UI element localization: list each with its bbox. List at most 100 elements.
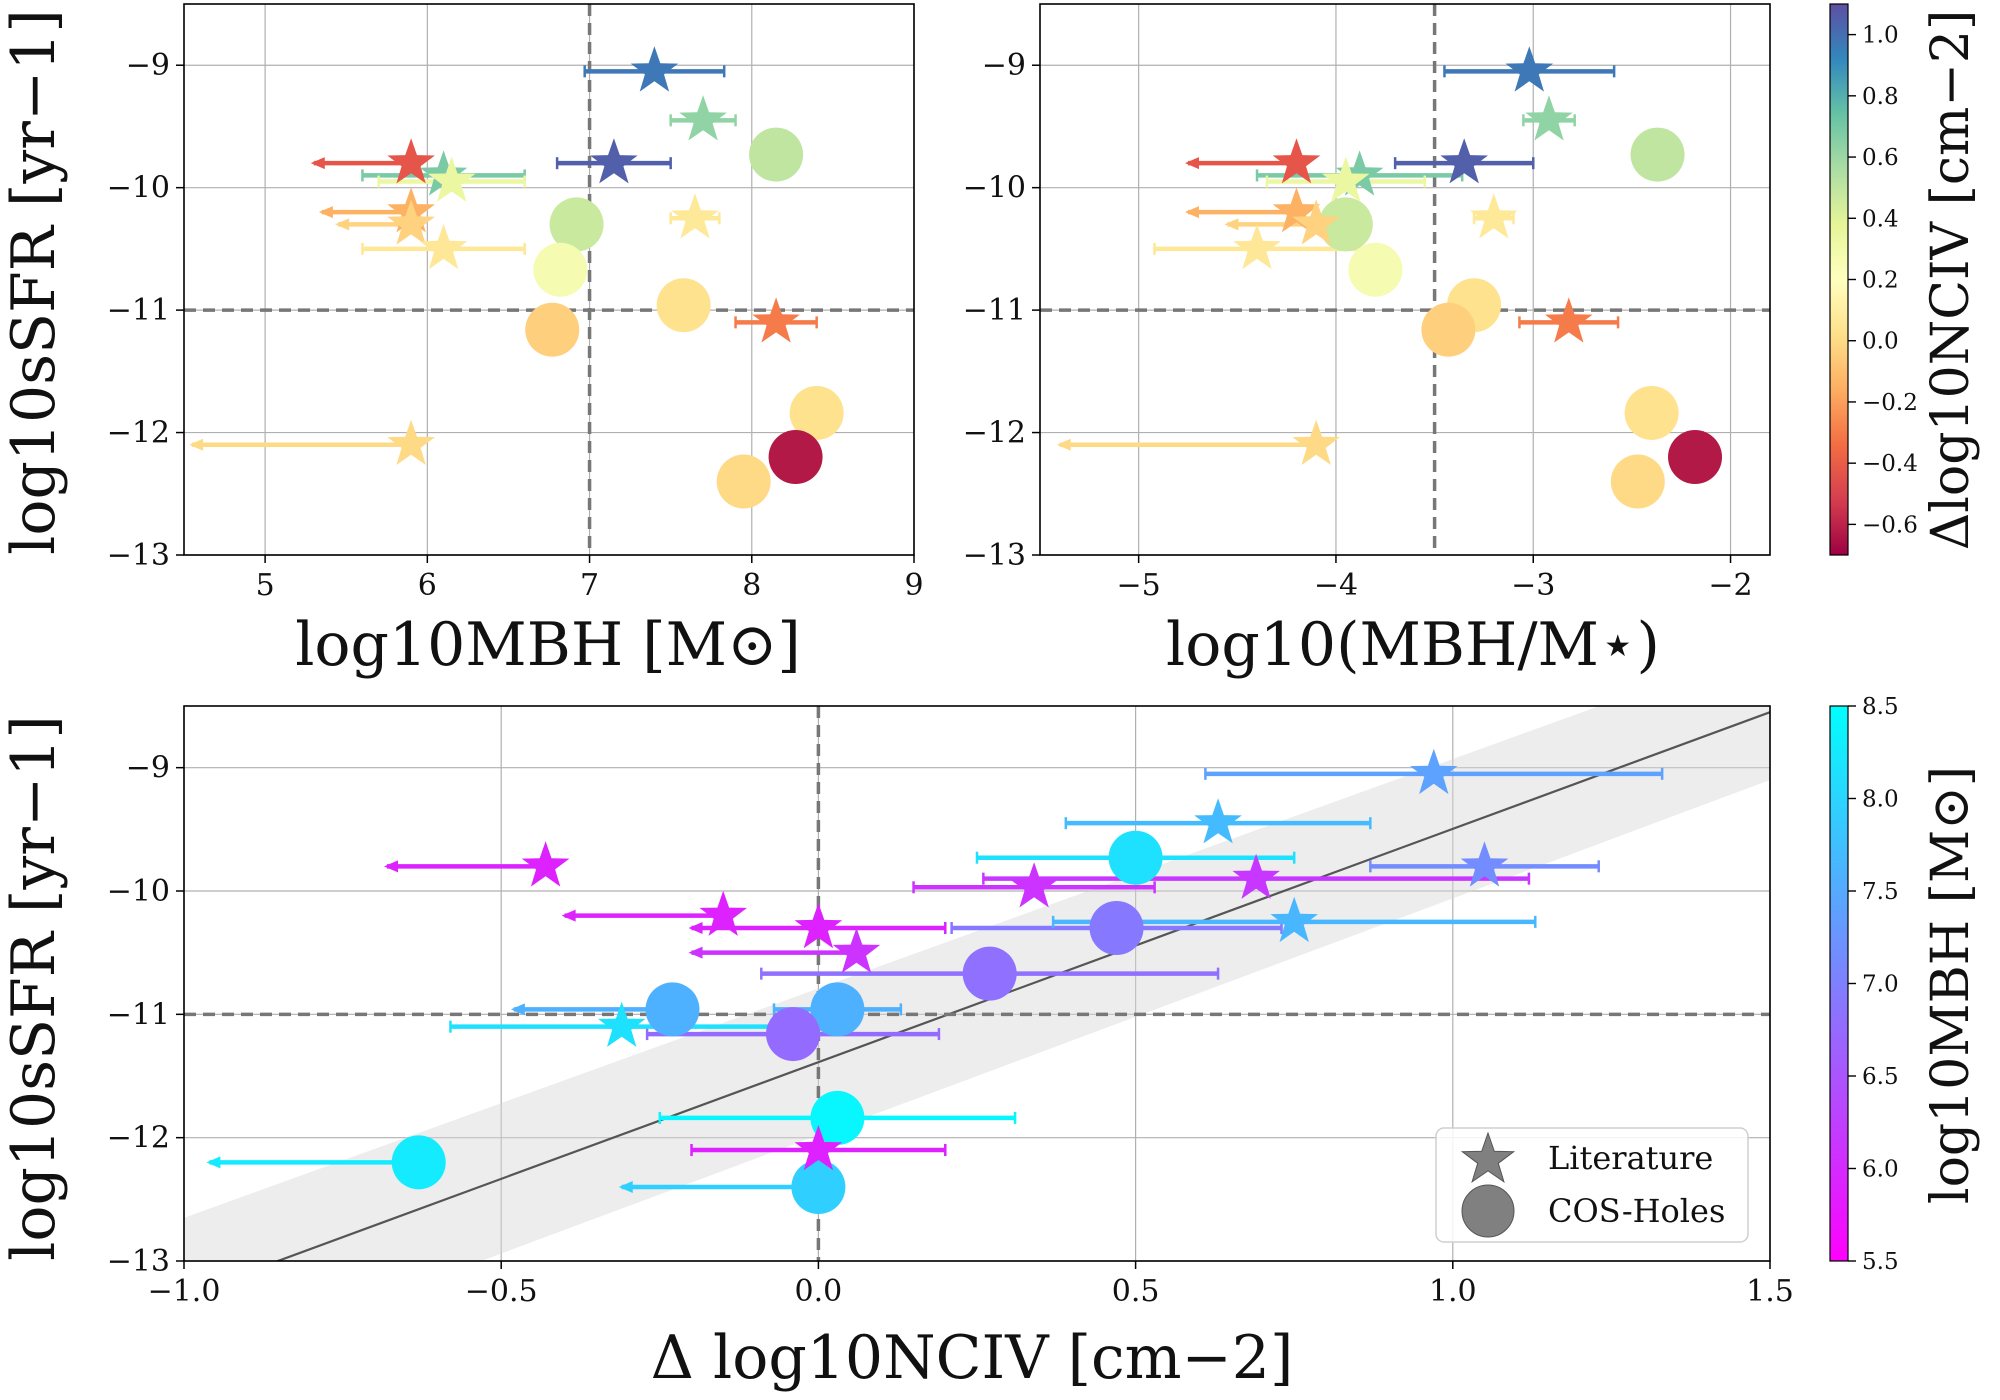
x-tick-label: −4 (1314, 568, 1358, 603)
panel-top-left: 5 6 7 8 9 −13 −12 −11 −10 −9 (107, 3, 924, 603)
data-point-star (1505, 46, 1554, 92)
data-point-star (794, 903, 843, 949)
data-point-star (1272, 187, 1321, 233)
data-point-circle (533, 242, 588, 297)
y-tick-label: −9 (126, 751, 170, 786)
legend: Literature COS-Holes (1435, 1127, 1749, 1243)
data-point-star (1440, 138, 1488, 184)
x-tick-label: 8 (742, 568, 761, 603)
data-point-circle (645, 982, 700, 1037)
colorbar-top-label: Δlog10NCIV [cm−2] (1921, 10, 1981, 551)
data-point-circle (1421, 302, 1476, 357)
data-point-circle (1348, 242, 1403, 297)
colorbar-tick-label: 0.8 (1862, 84, 1899, 110)
data-point-circle (1610, 454, 1665, 509)
data-point-star (387, 419, 435, 465)
data-point-circle (768, 430, 823, 485)
star-error-bar (1184, 157, 1297, 170)
x-tick-label: 0.5 (1112, 1274, 1160, 1309)
colorbar-tick-label: 0.6 (1862, 145, 1899, 171)
legend-label-literature: Literature (1548, 1139, 1713, 1177)
colorbar-tick-label: 7.0 (1862, 972, 1899, 998)
x-tick-label: −5 (1117, 568, 1161, 603)
data-point-star (1272, 138, 1321, 184)
data-point-star (387, 199, 435, 245)
data-point-star (419, 223, 468, 270)
data-point-star (1010, 862, 1058, 908)
star-error-bar (1056, 438, 1317, 451)
y-tick-label: −11 (963, 293, 1026, 328)
star-error-bar (318, 206, 412, 219)
fit-band (184, 706, 1770, 1261)
panel-bottom: −1.0 −0.5 0.0 0.5 1.0 1.5 −13 −12 −11 −10 −9 (107, 705, 1794, 1309)
x-tick-label: 7 (580, 568, 599, 603)
data-point-star (1460, 841, 1509, 887)
colorbar-tick-label: 0.0 (1862, 329, 1899, 355)
data-point-circle (810, 1090, 865, 1145)
y-axis-label-top-left: log10sSFR [yr−1] (0, 9, 69, 555)
star-error-bar (310, 157, 412, 170)
data-point-circle (716, 454, 771, 509)
y-axis-label-bottom: log10sSFR [yr−1] (0, 715, 69, 1261)
data-point-star (1410, 748, 1458, 795)
x-axis-label-top-left: log10MBH [M⊙] (295, 610, 801, 680)
data-point-star (699, 890, 747, 936)
data-point-star (1525, 95, 1573, 141)
data-point-star (1292, 419, 1340, 465)
colorbar-bottom-label: log10MBH [M⊙] (1921, 766, 1981, 1204)
colorbar-tick-label: 0.2 (1862, 268, 1899, 294)
axes-frame (1039, 3, 1771, 556)
plot-area (184, 4, 914, 555)
ticks: −1.0 −0.5 0.0 0.5 1.0 1.5 −13 −12 −11 −10 −9 (107, 751, 1794, 1309)
y-tick-label: −13 (963, 538, 1026, 573)
colorbar-tick-label: 5.5 (1862, 1249, 1899, 1275)
data-point-star (590, 138, 638, 184)
colorbar-top-ticks: 1.0 0.8 0.6 0.4 0.2 0.0 −0.2 −0.4 −0.6 (1848, 23, 1918, 538)
data-point-star (1233, 223, 1281, 270)
x-axis-label-bottom: Δ log10NCIV [cm−2] (651, 1323, 1294, 1393)
plot-area (1040, 4, 1770, 555)
data-point-star (1270, 896, 1318, 943)
colorbar-tick-label: −0.4 (1862, 451, 1918, 477)
data-point-star (521, 841, 570, 887)
axes-frame (183, 3, 915, 556)
y-tick-label: −12 (107, 416, 170, 451)
legend-circle-marker (1461, 1184, 1515, 1238)
data-point-circle (810, 982, 865, 1037)
x-tick-label: −1.0 (148, 1274, 221, 1309)
data-point-circle (1630, 127, 1685, 182)
star-error-bar (1184, 206, 1297, 219)
data-point-circle (1089, 901, 1144, 955)
data-point-circle (1624, 385, 1679, 440)
x-tick-label: −2 (1708, 568, 1752, 603)
fit-line (274, 711, 1770, 1261)
colorbar-bottom-ticks: 8.5 8.0 7.5 7.0 6.5 6.0 5.5 (1848, 694, 1899, 1275)
colorbar-tick-label: −0.6 (1862, 512, 1918, 538)
circle-error-bar (206, 1156, 419, 1169)
colorbar-tick-label: 6.0 (1862, 1157, 1899, 1183)
colorbar-tick-label: 8.5 (1862, 694, 1899, 720)
data-point-circle (656, 278, 711, 333)
legend-label-cos-holes: COS-Holes (1548, 1192, 1725, 1230)
y-tick-label: −12 (107, 1121, 170, 1156)
data-point-star (1322, 156, 1370, 202)
ticks: −5 −4 −3 −2 −13 −12 −11 −10 −9 (963, 48, 1753, 603)
data-point-star (794, 1125, 843, 1171)
colorbar-bottom-gradient (1829, 705, 1849, 1262)
data-point-circle (766, 1007, 821, 1062)
x-tick-label: 9 (904, 568, 923, 603)
x-tick-label: 0.0 (795, 1274, 843, 1309)
data-point-circle (1108, 830, 1163, 885)
data-point-circle (1668, 430, 1723, 485)
colorbar-tick-label: −0.2 (1862, 390, 1918, 416)
data-point-star (1292, 199, 1340, 245)
y-tick-label: −10 (107, 874, 170, 909)
y-tick-label: −13 (107, 1244, 170, 1279)
data-point-star (832, 927, 881, 973)
x-tick-label: 1.5 (1746, 1274, 1794, 1309)
y-tick-label: −10 (963, 171, 1026, 206)
colorbar-tick-label: 7.5 (1862, 879, 1899, 905)
data-point-star (1194, 798, 1242, 844)
data-point-circle (962, 946, 1017, 1001)
data-point-star (427, 156, 476, 202)
